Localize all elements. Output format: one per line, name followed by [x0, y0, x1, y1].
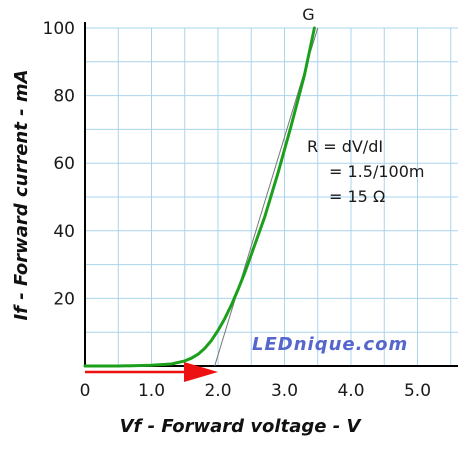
y-tick-label: 80 — [53, 87, 75, 107]
y-tick-label: 20 — [53, 289, 75, 309]
watermark: LEDnique.com — [252, 334, 408, 355]
arrow-head — [184, 362, 218, 382]
forward-voltage-arrow — [85, 362, 218, 382]
formula-line-3: = 15 Ω — [329, 187, 385, 206]
x-tick-label: 3.0 — [271, 381, 298, 401]
point-label-g: G — [302, 5, 314, 24]
y-tick-label: 100 — [43, 19, 75, 39]
x-tick-label: 0 — [80, 381, 91, 401]
x-tick-label: 1.0 — [138, 381, 165, 401]
x-tick-label: 4.0 — [337, 381, 364, 401]
y-axis-title: If - Forward current - mA — [11, 69, 32, 320]
series — [83, 26, 316, 368]
y-tick-labels: 20 40 60 80 100 — [43, 19, 75, 309]
x-tick-labels: 0 1.0 2.0 3.0 4.0 5.0 — [80, 381, 431, 401]
x-axis-title: Vf - Forward voltage - V — [120, 416, 363, 437]
y-tick-label: 40 — [53, 222, 75, 242]
x-tick-label: 5.0 — [404, 381, 431, 401]
y-tick-label: 60 — [53, 154, 75, 174]
x-tick-label: 2.0 — [204, 381, 231, 401]
formula-line-2: = 1.5/100m — [329, 162, 424, 181]
series-curve — [83, 26, 316, 368]
formula-line-1: R = dV/dI — [307, 137, 383, 156]
grid — [85, 27, 458, 366]
